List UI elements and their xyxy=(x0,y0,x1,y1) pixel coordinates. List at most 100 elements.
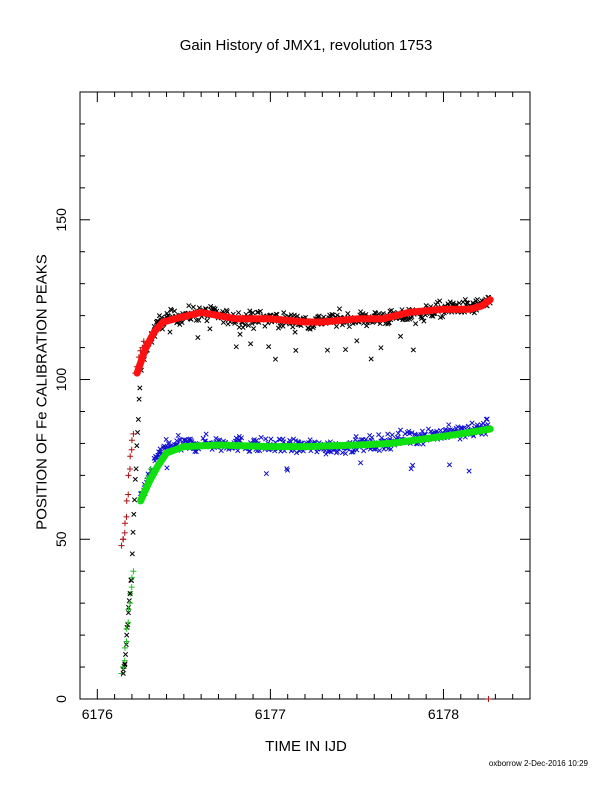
data-point-x xyxy=(203,431,209,437)
data-point-x xyxy=(409,430,415,436)
data-point-x xyxy=(268,436,274,442)
data-point-x xyxy=(462,297,468,303)
data-point-plus xyxy=(118,542,125,549)
data-point-x xyxy=(456,300,462,306)
data-point-plus xyxy=(485,696,492,702)
data-point-x xyxy=(333,323,340,330)
y-tick-label: 150 xyxy=(53,208,69,232)
data-point-plus xyxy=(126,465,133,472)
data-point-plus xyxy=(123,625,130,632)
data-point-x xyxy=(345,311,351,317)
data-point-x xyxy=(132,476,138,482)
data-point-x xyxy=(135,416,141,422)
data-point-x xyxy=(186,303,192,309)
data-point-plus xyxy=(120,536,127,543)
data-point-x xyxy=(389,432,395,438)
data-point-plus xyxy=(123,513,130,520)
data-point-x xyxy=(342,450,349,457)
data-point-plus xyxy=(122,644,128,651)
chart-title: Gain History of JMX1, revolution 1753 xyxy=(179,37,433,54)
data-point-x xyxy=(133,466,139,472)
data-point-plus xyxy=(130,568,137,575)
data-point-x xyxy=(130,529,136,535)
data-point-x xyxy=(410,347,416,353)
data-point-x xyxy=(292,329,298,335)
data-point-x xyxy=(293,347,299,353)
data-point-x xyxy=(179,320,185,326)
data-point-x xyxy=(157,446,163,452)
data-point-x xyxy=(254,437,260,443)
data-point-x xyxy=(397,333,404,339)
data-point-x xyxy=(263,471,269,477)
data-point-x xyxy=(358,460,364,466)
data-point-plus xyxy=(128,574,135,581)
data-point-x xyxy=(395,430,401,436)
data-point-x xyxy=(204,318,210,324)
data-point-x xyxy=(124,632,130,638)
data-point-x xyxy=(212,306,218,312)
data-point-plus xyxy=(128,446,135,453)
data-point-plus xyxy=(125,619,132,626)
data-point-x xyxy=(224,309,230,315)
data-point-x xyxy=(129,551,135,557)
data-point-plus xyxy=(125,606,132,613)
data-point-x xyxy=(474,296,480,303)
data-point-x xyxy=(342,346,349,353)
data-point-x xyxy=(330,312,336,318)
data-point-x xyxy=(218,447,224,454)
data-point-plus xyxy=(128,437,135,444)
data-point-x xyxy=(167,329,173,335)
series-line xyxy=(137,425,494,505)
y-tick-label: 100 xyxy=(53,368,69,392)
y-tick-label: 0 xyxy=(53,695,69,703)
y-tick-label: 50 xyxy=(53,531,69,547)
y-axis-label: POSITION OF Fe CALIBRATION PEAKS xyxy=(33,254,51,530)
data-point-x xyxy=(196,317,202,323)
data-point-x xyxy=(376,311,382,317)
x-axis-label: TIME IN IJD xyxy=(265,738,347,755)
data-point-x xyxy=(290,324,296,330)
data-point-x xyxy=(361,448,367,454)
data-point-plus xyxy=(123,638,130,645)
data-point-plus xyxy=(122,520,128,527)
footer-timestamp: oxborrow 2-Dec-2016 10:29 xyxy=(488,759,588,768)
data-point-x xyxy=(284,467,291,473)
data-point-x xyxy=(402,431,408,437)
data-point-x xyxy=(122,661,128,667)
x-tick-label: 6177 xyxy=(255,706,286,722)
data-point-plus xyxy=(123,497,130,504)
data-point-x xyxy=(245,322,251,328)
data-point-x xyxy=(336,306,343,312)
data-point-plus xyxy=(125,472,132,479)
data-point-x xyxy=(235,310,242,316)
data-point-plus xyxy=(130,430,137,437)
data-point-x xyxy=(421,318,427,324)
data-point-x xyxy=(132,497,138,503)
data-point-x xyxy=(247,308,253,314)
data-point-x xyxy=(446,462,453,468)
data-point-x xyxy=(354,338,360,344)
data-point-x xyxy=(233,344,239,350)
data-point-x xyxy=(127,591,133,597)
data-point-x xyxy=(469,420,475,426)
data-point-x xyxy=(397,427,404,433)
data-point-x xyxy=(190,304,196,310)
data-point-x xyxy=(171,308,178,314)
data-point-x xyxy=(247,448,253,454)
data-point-x xyxy=(207,326,213,332)
data-point-x xyxy=(410,462,416,468)
data-point-x xyxy=(323,451,329,457)
data-point-x xyxy=(134,443,140,449)
data-point-x xyxy=(484,416,490,422)
data-point-x xyxy=(266,344,272,350)
data-point-x xyxy=(437,298,443,304)
data-point-x xyxy=(168,307,175,313)
data-point-plus xyxy=(128,584,135,591)
data-point-x xyxy=(446,422,452,428)
data-point-x xyxy=(237,437,243,444)
data-point-x xyxy=(324,347,331,353)
data-point-x xyxy=(281,310,287,316)
data-point-plus xyxy=(125,491,132,498)
data-point-x xyxy=(364,323,370,329)
data-point-x xyxy=(250,310,256,316)
